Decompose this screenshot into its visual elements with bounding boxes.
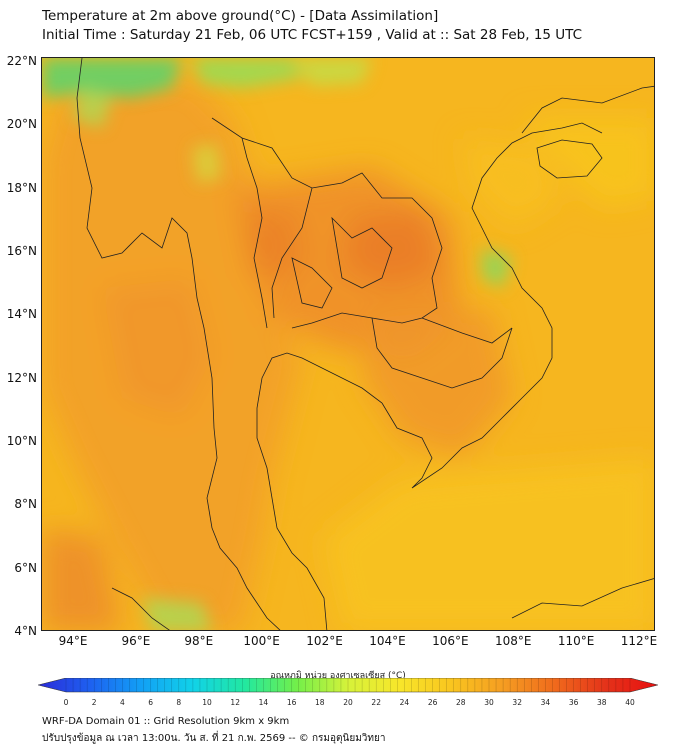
lat-label: 8°N <box>14 497 37 512</box>
lat-label: 10°N <box>6 434 37 448</box>
colorbar-tick-label: 38 <box>597 698 607 707</box>
lon-label: 102°E <box>306 634 343 648</box>
map-subtitle: Initial Time : Saturday 21 Feb, 06 UTC F… <box>42 27 583 43</box>
lon-label: 104°E <box>369 634 406 648</box>
lat-label: 12°N <box>6 370 37 385</box>
colorbar-title: อุณหภูมิ หน่วย องศาเซลเซียส (°C) <box>270 671 406 681</box>
colorbar-tick-label: 8 <box>176 698 181 707</box>
colorbar-tick-label: 2 <box>92 698 97 707</box>
lon-label: 98°E <box>184 634 214 648</box>
lon-label: 112°E <box>620 634 658 648</box>
colorbar-tick-label: 30 <box>484 698 494 707</box>
temperature-shading <box>42 78 654 630</box>
colorbar-tick-label: 32 <box>512 698 522 707</box>
colorbar-tick-label: 40 <box>625 698 635 707</box>
lon-label: 106°E <box>432 634 469 648</box>
colorbar-tick-label: 20 <box>343 698 353 707</box>
temperature-field <box>42 58 654 630</box>
colorbar-tick-label: 10 <box>202 698 212 707</box>
model-info: WRF-DA Domain 01 :: Grid Resolution 9km … <box>42 716 290 727</box>
colorbar-tick-label: 26 <box>428 698 438 707</box>
colorbar: 0 2 4 6 8 10 12 14 16 18 20 22 24 26 28 30 32 34 36 38 40 <box>38 678 658 707</box>
lon-label: 108°E <box>494 634 532 648</box>
colorbar-tick-label: 0 <box>64 698 69 707</box>
map-title: Temperature at 2m above ground(°C) - [Da… <box>42 8 439 24</box>
lon-label: 110°E <box>557 634 595 648</box>
colorbar-tick-label: 6 <box>148 698 153 707</box>
lon-label: 94°E <box>58 634 88 648</box>
country-borders <box>76 58 654 630</box>
colorbar-tick-label: 34 <box>541 698 551 707</box>
lon-label: 100°E <box>243 634 280 648</box>
lat-label: 18°N <box>6 180 37 195</box>
colorbar-tick-label: 28 <box>456 698 466 707</box>
colorbar-tick-label: 4 <box>120 698 125 707</box>
cool-patches <box>42 58 512 630</box>
lat-label: 6°N <box>14 560 37 575</box>
colorbar-tick-label: 24 <box>400 698 410 707</box>
colorbar-tick-label: 36 <box>569 698 579 707</box>
lon-label: 96°E <box>121 634 151 648</box>
update-info: ปรับปรุงข้อมูล ณ เวลา 13:00น. วัน ส. ที่… <box>42 733 386 744</box>
colorbar-tick-label: 14 <box>259 698 269 707</box>
lat-label: 14°N <box>6 307 37 322</box>
colorbar-tick-label: 22 <box>371 698 381 707</box>
colorbar-gradient <box>38 678 658 693</box>
colorbar-tick-label: 18 <box>315 698 325 707</box>
lat-label: 20°N <box>6 117 37 132</box>
colorbar-tick-label: 12 <box>230 698 240 707</box>
lat-label: 16°N <box>6 244 37 258</box>
lat-label: 22°N <box>6 54 37 68</box>
temperature-map <box>41 57 655 631</box>
lat-label: 4°N <box>14 624 37 638</box>
colorbar-tick-label: 16 <box>287 698 297 707</box>
